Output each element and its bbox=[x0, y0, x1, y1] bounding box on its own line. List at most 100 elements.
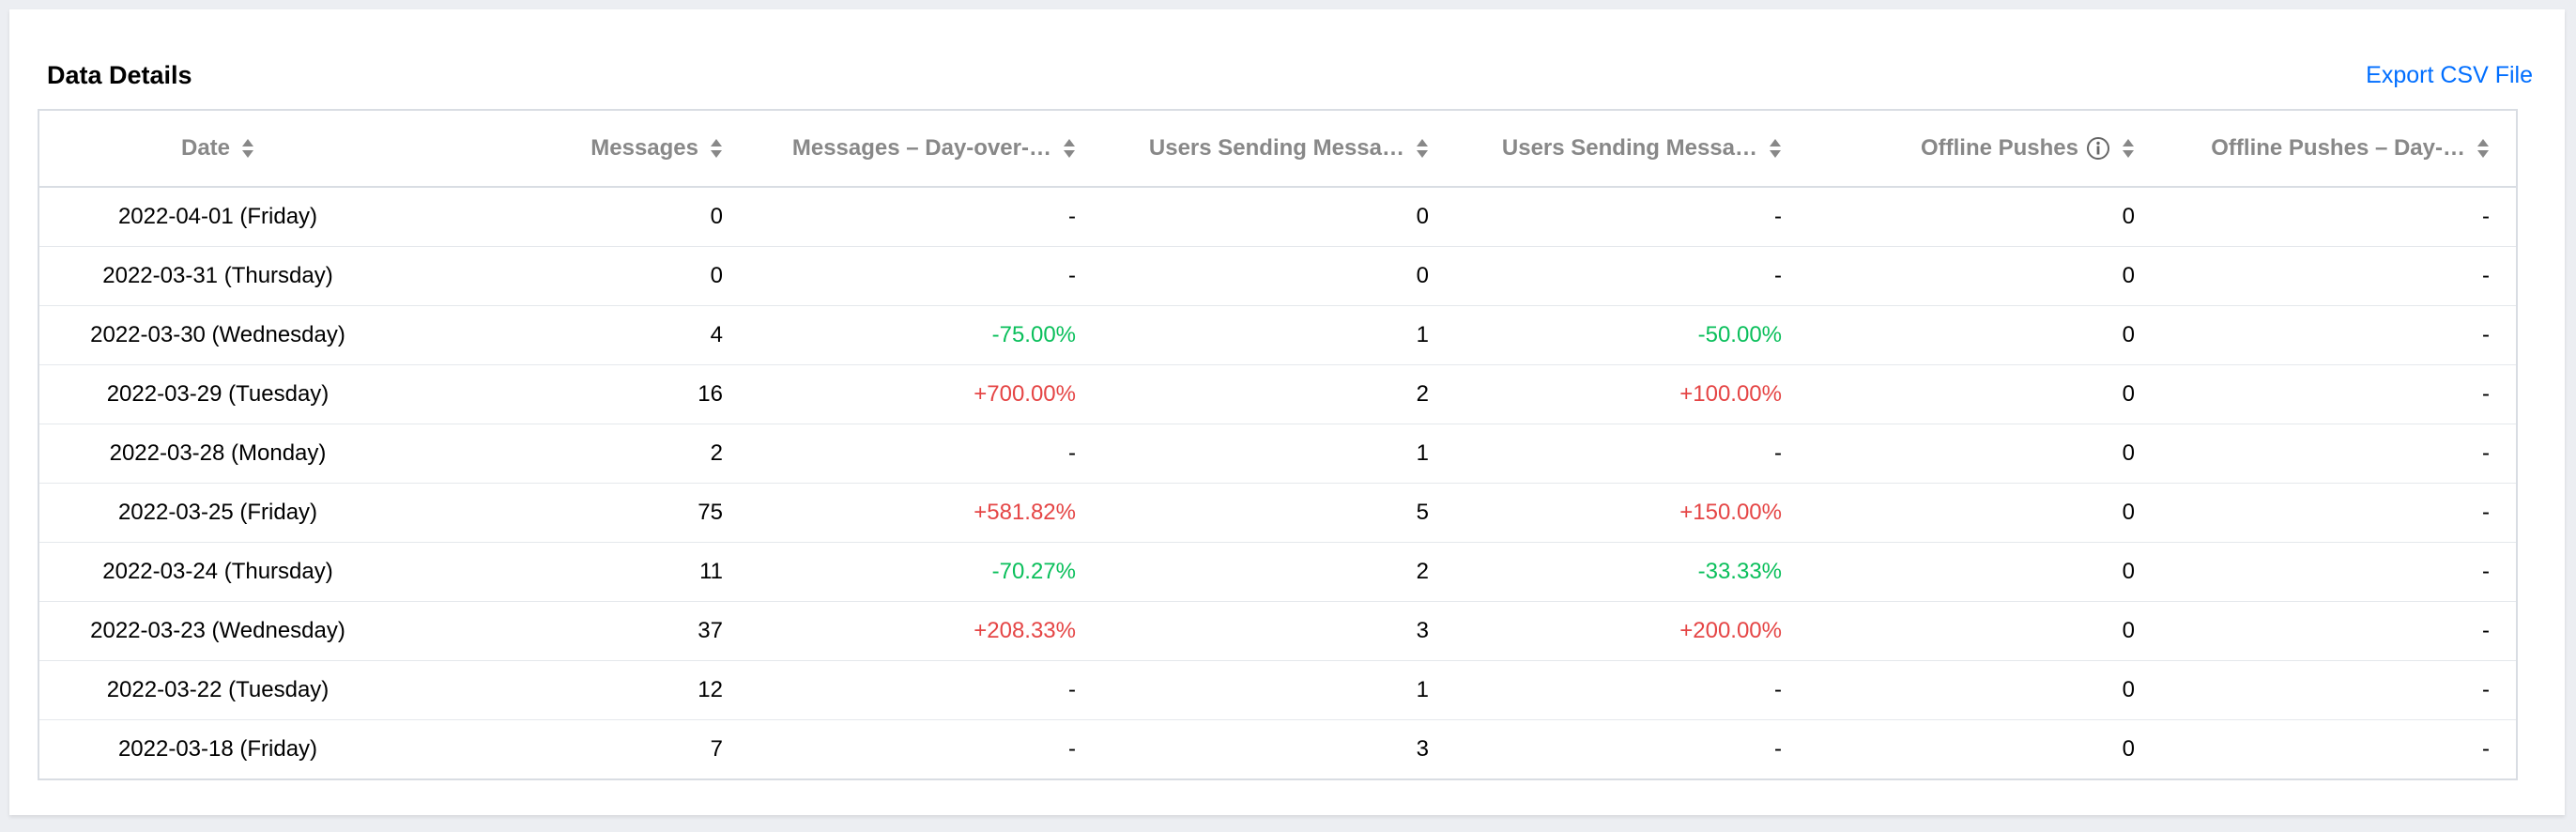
users-cell: 2 bbox=[1102, 542, 1455, 602]
messages-dod-cell: -75.00% bbox=[749, 305, 1102, 365]
users-dod-cell: -33.33% bbox=[1455, 542, 1808, 602]
date-header[interactable]: Date bbox=[39, 111, 396, 188]
header-label: Users Sending Messa… bbox=[1501, 135, 1757, 161]
offline-pushes-dod-header[interactable]: Offline Pushes – Day-… bbox=[2161, 111, 2516, 188]
offline-pushes-cell: 0 bbox=[1808, 246, 2161, 306]
messages-cell: 11 bbox=[396, 542, 749, 602]
users-dod-cell: - bbox=[1774, 736, 1782, 762]
users-cell: 1 bbox=[1102, 424, 1455, 484]
messages-cell: 0 bbox=[396, 187, 749, 247]
messages-cell: 0 bbox=[396, 246, 749, 306]
offline-pushes-cell: 0 bbox=[1808, 483, 2161, 543]
table-row: 2022-03-23 (Wednesday) 37 +208.33% 3 +200.00… bbox=[39, 601, 2516, 661]
messages-dod-cell: - bbox=[1068, 736, 1076, 762]
header-content: Offline Pushes – Day-… bbox=[2211, 135, 2490, 162]
offline-pushes-dod-cell: - bbox=[2161, 542, 2516, 602]
header-label: Offline Pushes bbox=[1920, 135, 2078, 161]
users-cell: 2 bbox=[1102, 364, 1455, 424]
offline-pushes-dod-cell: - bbox=[2161, 483, 2516, 543]
sort-icon[interactable] bbox=[1769, 138, 1782, 159]
users-cell: 0 bbox=[1102, 246, 1455, 306]
users-cell: 1 bbox=[1102, 305, 1455, 365]
header-content: Offline Pushes bbox=[1921, 135, 2135, 162]
date-cell: 2022-03-18 (Friday) bbox=[117, 736, 318, 762]
users-cell: 3 bbox=[1102, 601, 1455, 661]
offline-pushes-header[interactable]: Offline Pushes bbox=[1808, 111, 2161, 188]
table-row: 2022-03-30 (Wednesday) 4 -75.00% 1 -50.00% 0- bbox=[39, 305, 2516, 365]
users-dod-cell: - bbox=[1455, 660, 1808, 720]
offline-pushes-dod-cell: - bbox=[2161, 187, 2516, 247]
messages-dod-cell: - bbox=[749, 424, 1102, 484]
header-content: Messages bbox=[590, 135, 723, 162]
date-cell: 2022-03-29 (Tuesday) bbox=[39, 364, 396, 424]
users-cell: 0 bbox=[1102, 187, 1455, 247]
offline-pushes-cell: 0 bbox=[1808, 187, 2161, 247]
date-cell: 2022-03-28 (Monday) bbox=[39, 424, 396, 484]
table-row: 2022-03-31 (Thursday) 0-0-0- bbox=[39, 246, 2516, 306]
header-label: Messages bbox=[590, 135, 698, 161]
messages-dod-header[interactable]: Messages – Day-over-… bbox=[749, 111, 1102, 188]
users-dod-cell: - bbox=[1455, 246, 1808, 306]
header-label: Messages – Day-over-… bbox=[791, 135, 1051, 161]
table-row: 2022-03-18 (Friday) 7 - 3 - 0 - bbox=[39, 720, 2516, 779]
date-cell: 2022-03-30 (Wednesday) bbox=[39, 305, 396, 365]
offline-pushes-dod-cell: - bbox=[2161, 601, 2516, 661]
table-body: 2022-04-01 (Friday) 0-0-0-2022-03-31 (Thu… bbox=[39, 187, 2516, 778]
sort-icon[interactable] bbox=[710, 138, 723, 159]
messages-dod-cell: - bbox=[749, 246, 1102, 306]
header-label: Offline Pushes – Day-… bbox=[2211, 135, 2465, 161]
users-dod-cell: +150.00% bbox=[1455, 483, 1808, 543]
offline-pushes-cell: 0 bbox=[1808, 542, 2161, 602]
header-content: Users Sending Messa… bbox=[1149, 135, 1429, 162]
messages-dod-cell: -70.27% bbox=[749, 542, 1102, 602]
offline-pushes-cell: 0 bbox=[1808, 305, 2161, 365]
date-cell: 2022-03-25 (Friday) bbox=[39, 483, 396, 543]
export-csv-link[interactable]: Export CSV File bbox=[2366, 62, 2533, 88]
header-label: Date bbox=[180, 135, 231, 161]
messages-dod-cell: +700.00% bbox=[749, 364, 1102, 424]
offline-pushes-cell: 0 bbox=[1808, 601, 2161, 661]
messages-dod-cell: +581.82% bbox=[749, 483, 1102, 543]
offline-pushes-dod-cell: - bbox=[2161, 364, 2516, 424]
users-dod-cell: - bbox=[1455, 187, 1808, 247]
sort-icon[interactable] bbox=[1063, 138, 1076, 159]
date-cell: 2022-03-31 (Thursday) bbox=[39, 246, 396, 306]
messages-cell: 75 bbox=[396, 483, 749, 543]
messages-cell: 4 bbox=[396, 305, 749, 365]
users-cell: 5 bbox=[1102, 483, 1455, 543]
table-row: 2022-03-24 (Thursday) 11 -70.27% 2 -33.33% 0- bbox=[39, 542, 2516, 602]
users-dod-cell: +100.00% bbox=[1455, 364, 1808, 424]
offline-pushes-dod-cell: - bbox=[2161, 246, 2516, 306]
users-cell: 1 bbox=[1102, 660, 1455, 720]
info-icon[interactable] bbox=[2086, 136, 2110, 161]
offline-pushes-cell: 0 bbox=[2122, 736, 2135, 762]
users-dod-cell: - bbox=[1455, 424, 1808, 484]
table-header-row: Date Messages Messages – Day-over-… Users S… bbox=[39, 111, 2516, 188]
date-cell: 2022-03-24 (Thursday) bbox=[39, 542, 396, 602]
offline-pushes-dod-cell: - bbox=[2161, 424, 2516, 484]
messages-cell: 37 bbox=[396, 601, 749, 661]
users-header[interactable]: Users Sending Messa… bbox=[1102, 111, 1455, 188]
offline-pushes-dod-cell: - bbox=[2161, 660, 2516, 720]
table-row: 2022-03-29 (Tuesday) 16 +700.00% 2 +100.00% 0… bbox=[39, 364, 2516, 424]
sort-icon[interactable] bbox=[2122, 138, 2135, 159]
table-row: 2022-03-25 (Friday) 75 +581.82% 5 +150.00% 0- bbox=[39, 483, 2516, 543]
messages-dod-cell: - bbox=[749, 187, 1102, 247]
card-title: Data Details bbox=[47, 61, 192, 89]
data-table-container: Date Messages Messages – Day-over-… Users S… bbox=[38, 109, 2518, 780]
users-dod-header[interactable]: Users Sending Messa… bbox=[1455, 111, 1808, 188]
users-cell: 3 bbox=[1416, 736, 1429, 762]
header-content: Messages – Day-over-… bbox=[792, 135, 1076, 162]
sort-icon[interactable] bbox=[2476, 138, 2490, 159]
header-label: Users Sending Messa… bbox=[1148, 135, 1404, 161]
table-row: 2022-03-28 (Monday) 2-1-0- bbox=[39, 424, 2516, 484]
users-dod-cell: -50.00% bbox=[1455, 305, 1808, 365]
date-cell: 2022-03-22 (Tuesday) bbox=[39, 660, 396, 720]
sort-icon[interactable] bbox=[241, 138, 254, 159]
offline-pushes-cell: 0 bbox=[1808, 660, 2161, 720]
date-cell: 2022-04-01 (Friday) bbox=[39, 187, 396, 247]
messages-header[interactable]: Messages bbox=[396, 111, 749, 188]
messages-cell: 2 bbox=[396, 424, 749, 484]
date-cell: 2022-03-23 (Wednesday) bbox=[39, 601, 396, 661]
sort-icon[interactable] bbox=[1416, 138, 1429, 159]
